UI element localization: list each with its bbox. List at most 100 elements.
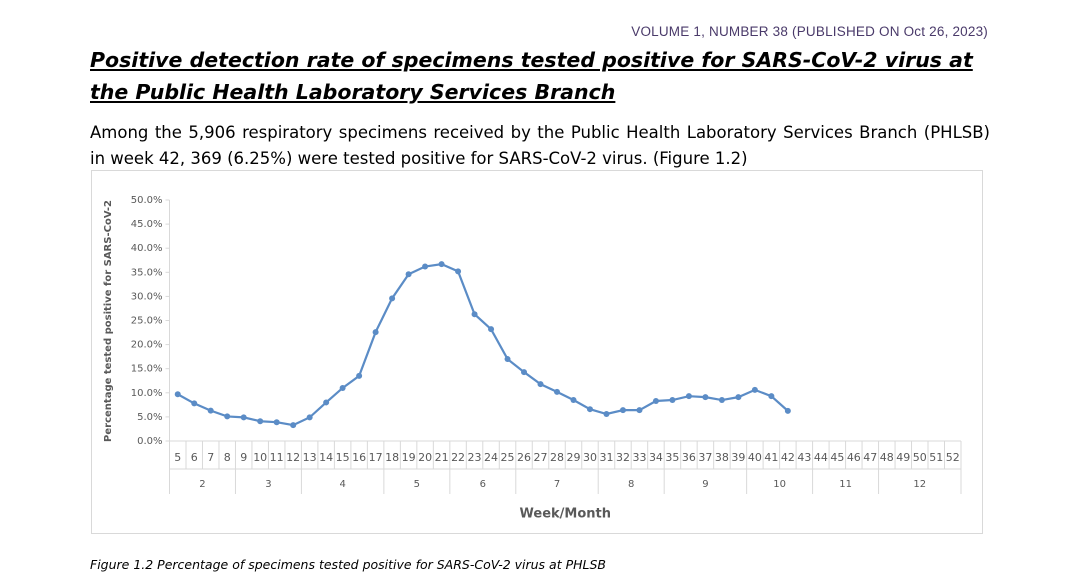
x-tick-label: 42: [781, 451, 795, 464]
x-tick-label: 18: [385, 451, 399, 464]
y-tick-label: 25.0%: [131, 316, 163, 327]
x-tick-label: 27: [534, 451, 548, 464]
month-label: 10: [773, 479, 786, 490]
y-tick-label: 10.0%: [131, 388, 163, 399]
data-point: [702, 394, 709, 401]
y-tick-label: 15.0%: [131, 364, 163, 375]
month-label: 12: [913, 479, 926, 490]
data-point: [207, 407, 214, 414]
data-point: [372, 329, 379, 336]
x-tick-label: 39: [731, 451, 745, 464]
x-tick-label: 13: [303, 451, 317, 464]
x-tick-label: 17: [369, 451, 383, 464]
x-tick-label: 49: [896, 451, 910, 464]
x-tick-label: 52: [946, 451, 960, 464]
x-tick-label: 46: [847, 451, 861, 464]
x-tick-label: 30: [583, 451, 597, 464]
data-point: [356, 372, 363, 379]
y-tick-label: 35.0%: [131, 267, 163, 278]
data-point: [306, 414, 313, 421]
data-point: [504, 356, 511, 363]
data-point: [323, 399, 330, 406]
month-label: 5: [414, 479, 420, 490]
data-point: [603, 411, 610, 418]
series-line: [177, 262, 789, 427]
data-point: [586, 406, 593, 413]
x-tick-label: 9: [240, 451, 247, 464]
figure-caption: Figure 1.2 Percentage of specimens teste…: [90, 557, 606, 572]
volume-header: VOLUME 1, NUMBER 38 (PUBLISHED ON Oct 26…: [631, 24, 988, 39]
data-point: [537, 381, 544, 388]
y-tick-label: 5.0%: [137, 412, 162, 423]
data-point: [438, 261, 445, 268]
x-tick-label: 28: [550, 451, 564, 464]
x-tick-label: 51: [929, 451, 943, 464]
x-tick-label: 36: [682, 451, 696, 464]
month-label: 3: [265, 479, 271, 490]
data-point: [685, 393, 692, 400]
data-point: [405, 271, 412, 278]
data-point: [273, 419, 280, 426]
month-label: 6: [480, 479, 486, 490]
x-tick-label: 23: [468, 451, 482, 464]
data-point: [521, 369, 528, 376]
data-point: [751, 386, 758, 393]
x-tick-label: 41: [764, 451, 778, 464]
x-tick-label: 10: [253, 451, 267, 464]
y-tick-label: 30.0%: [131, 291, 163, 302]
data-point: [257, 418, 264, 425]
data-point: [422, 263, 429, 270]
x-tick-label: 45: [830, 451, 844, 464]
y-tick-label: 45.0%: [131, 219, 163, 230]
section-title: Positive detection rate of specimens tes…: [90, 48, 973, 104]
data-point: [224, 413, 231, 420]
x-tick-label: 21: [435, 451, 449, 464]
data-point: [389, 295, 396, 302]
month-label: 2: [199, 479, 205, 490]
data-point: [768, 393, 775, 400]
x-tick-label: 37: [698, 451, 712, 464]
x-tick-label: 19: [402, 451, 416, 464]
data-point: [554, 388, 561, 395]
month-label: 11: [839, 479, 852, 490]
data-point: [290, 422, 297, 429]
month-label: 8: [628, 479, 634, 490]
x-tick-label: 7: [207, 451, 214, 464]
x-tick-label: 48: [880, 451, 894, 464]
y-tick-label: 40.0%: [131, 243, 163, 254]
data-point: [636, 407, 643, 414]
x-axis-title: Week/Month: [520, 507, 612, 522]
paragraph: Among the 5,906 respiratory specimens re…: [90, 123, 990, 168]
x-tick-label: 40: [748, 451, 762, 464]
x-tick-label: 16: [352, 451, 366, 464]
data-point: [191, 400, 198, 407]
x-tick-label: 26: [517, 451, 531, 464]
x-tick-label: 5: [174, 451, 181, 464]
x-tick-label: 34: [649, 451, 663, 464]
x-tick-label: 32: [616, 451, 630, 464]
y-axis-title: Percentage tested positive for SARS-CoV-…: [103, 200, 114, 442]
x-tick-label: 20: [418, 451, 432, 464]
data-point: [669, 397, 676, 404]
month-label: 9: [702, 479, 708, 490]
data-point: [784, 407, 791, 414]
x-tick-label: 11: [270, 451, 284, 464]
y-tick-label: 50.0%: [131, 195, 163, 206]
x-tick-label: 44: [814, 451, 828, 464]
x-tick-label: 43: [797, 451, 811, 464]
x-tick-label: 33: [632, 451, 646, 464]
month-label: 7: [554, 479, 560, 490]
x-tick-label: 31: [599, 451, 613, 464]
x-tick-label: 14: [319, 451, 333, 464]
x-tick-label: 50: [913, 451, 927, 464]
y-tick-label: 0.0%: [137, 436, 162, 447]
x-tick-label: 15: [336, 451, 350, 464]
x-tick-label: 38: [715, 451, 729, 464]
data-point: [570, 397, 577, 404]
data-point: [174, 391, 181, 398]
x-tick-label: 8: [224, 451, 231, 464]
x-tick-label: 12: [286, 451, 300, 464]
x-tick-label: 24: [484, 451, 498, 464]
x-tick-label: 35: [665, 451, 679, 464]
